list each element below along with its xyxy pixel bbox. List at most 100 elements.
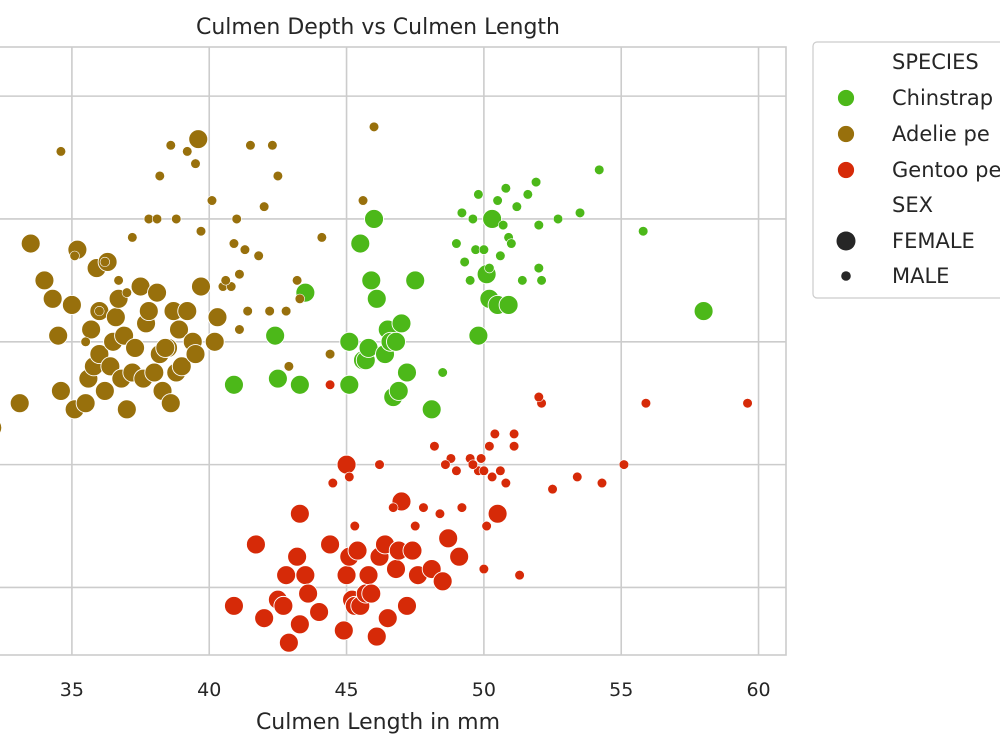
point-female [358, 565, 379, 586]
point-female [487, 503, 508, 524]
point-male [489, 428, 500, 440]
point-male [195, 226, 207, 237]
point-female [116, 399, 137, 420]
point-female [468, 325, 489, 346]
point-male [234, 324, 245, 335]
x-tick-label: 60 [746, 679, 770, 701]
point-female [125, 337, 146, 358]
point-male [465, 275, 476, 286]
point-male [349, 520, 360, 532]
point-female [177, 301, 198, 322]
point-female [245, 534, 266, 555]
point-male [239, 244, 251, 255]
legend-sex-marker [841, 271, 851, 281]
point-male [154, 170, 165, 182]
legend-species-marker [837, 161, 855, 179]
x-tick-label: 45 [334, 679, 358, 701]
point-male [594, 164, 605, 175]
point-male [281, 305, 292, 317]
series-points [223, 379, 753, 653]
point-male [388, 502, 399, 513]
series-points [0, 121, 380, 435]
point-male [113, 275, 124, 286]
point-male [481, 520, 492, 532]
point-female [34, 270, 55, 291]
legend-sex-label: MALE [892, 264, 949, 288]
point-male [459, 256, 470, 268]
point-male [231, 213, 242, 225]
point-male [127, 232, 138, 243]
point-female [138, 301, 159, 322]
point-female [449, 546, 470, 567]
point-male [467, 213, 478, 225]
point-female [339, 331, 360, 352]
point-female [482, 209, 503, 229]
legend-species-marker [837, 125, 855, 143]
point-male [478, 465, 489, 476]
point-female [278, 632, 299, 653]
point-male [517, 275, 528, 286]
point-male [253, 250, 264, 261]
point-female [254, 608, 275, 629]
point-male [80, 336, 91, 347]
legend-sex-title: SEX [892, 193, 933, 217]
point-female [9, 393, 30, 414]
point-male [508, 441, 520, 452]
point-male [484, 262, 495, 274]
point-male [533, 220, 544, 231]
point-male [618, 459, 630, 470]
point-male [206, 195, 218, 206]
legend-sex-label: FEMALE [892, 229, 975, 253]
point-female [265, 325, 286, 346]
point-male [500, 477, 511, 489]
point-male [547, 484, 558, 495]
legend-species-label: Adelie pe [892, 122, 990, 146]
point-female [405, 270, 426, 291]
legend-species-title: SPECIES [892, 50, 979, 74]
point-male [484, 441, 495, 452]
point-female [386, 331, 406, 352]
point-male [294, 293, 305, 304]
point-male [638, 226, 649, 237]
point-male [478, 563, 489, 575]
point-male [467, 459, 478, 470]
point-male [640, 398, 652, 409]
point-female [207, 307, 228, 328]
point-female [171, 356, 192, 377]
point-female [339, 374, 360, 395]
point-female [498, 294, 519, 315]
point-male [316, 232, 327, 243]
point-female [350, 233, 371, 254]
legend-frame [812, 41, 1000, 299]
point-male [533, 262, 544, 274]
x-tick-labels: 35 40 45 50 55 60 [60, 679, 771, 701]
point-female [267, 368, 288, 389]
point-male [410, 520, 421, 532]
point-male [267, 140, 278, 151]
point-male [508, 428, 520, 440]
point-male [495, 250, 506, 261]
point-female [377, 608, 398, 629]
point-female [223, 595, 244, 616]
legend-species-label: Gentoo pe [892, 158, 1000, 182]
point-female [160, 393, 181, 414]
x-tick-label: 55 [609, 679, 633, 701]
point-male [536, 275, 547, 286]
point-female [75, 393, 96, 414]
point-male [473, 189, 484, 200]
legend-species-label: Chinstrap [892, 86, 993, 110]
point-male [190, 158, 201, 169]
point-male [451, 238, 462, 249]
point-male [151, 213, 163, 225]
point-female [204, 331, 225, 352]
point-male [374, 459, 385, 470]
legend-sex-marker [836, 231, 856, 251]
point-female [361, 583, 382, 604]
point-male [234, 269, 245, 280]
point-female [223, 374, 244, 395]
point-female [295, 565, 316, 586]
point-female [276, 565, 297, 586]
point-male [742, 398, 753, 409]
point-female [20, 233, 41, 254]
